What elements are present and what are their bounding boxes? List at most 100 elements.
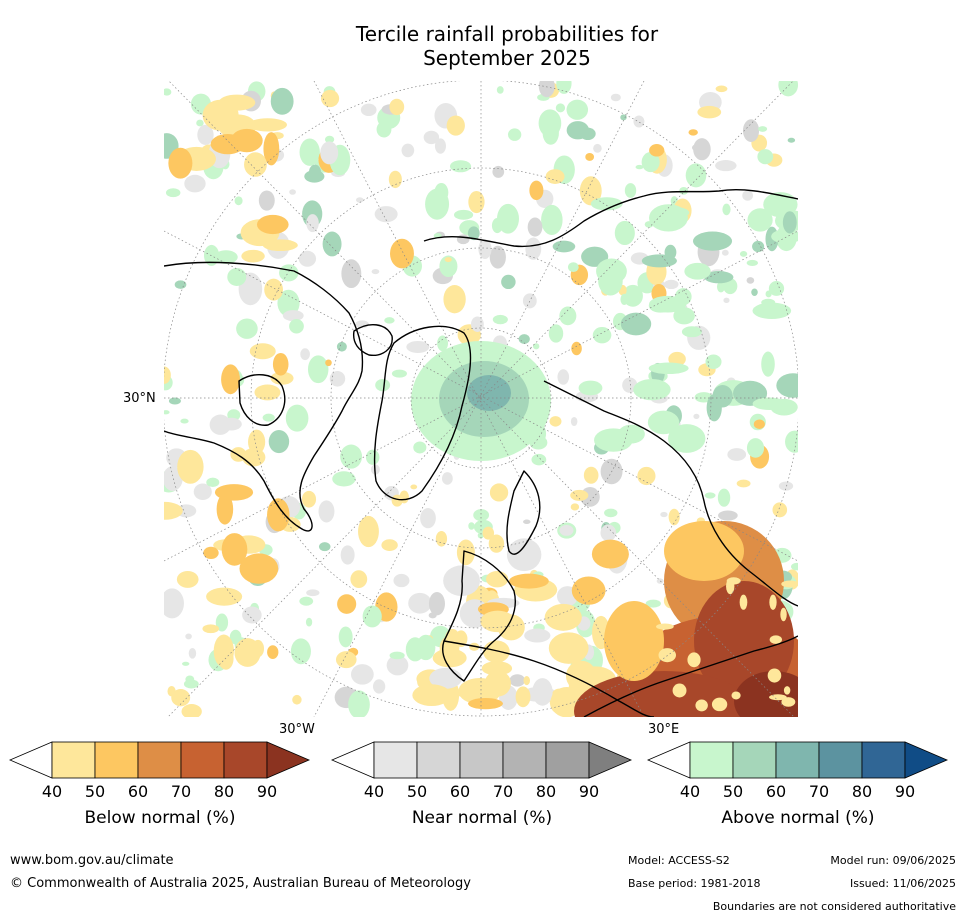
colorbar-segment [818, 741, 863, 779]
probability-patch [254, 384, 281, 401]
probability-patch [620, 312, 652, 336]
probability-patch [548, 632, 589, 664]
probability-patch [239, 553, 279, 584]
probability-patch [757, 149, 774, 165]
website-link[interactable]: www.bom.gov.au/climate [10, 853, 174, 868]
probability-patch [301, 490, 317, 508]
probability-patch [441, 472, 453, 485]
probability-patch [267, 498, 290, 532]
probability-patch [557, 369, 570, 385]
probability-patch [168, 147, 193, 179]
probability-patch [566, 121, 590, 140]
probability-patch [664, 521, 744, 581]
probability-patch [241, 249, 265, 263]
probability-patch [435, 530, 448, 547]
probability-patch [704, 271, 734, 284]
colorbar-tick-label: 60 [449, 782, 471, 801]
probability-patch [470, 316, 484, 332]
probability-patch [768, 281, 785, 296]
probability-patch [188, 647, 197, 659]
probability-patch [489, 483, 509, 502]
probability-patch [389, 651, 405, 660]
colorbar-extend-high [904, 741, 949, 779]
probability-patch [213, 634, 234, 668]
coastlines [164, 189, 798, 717]
probability-patch [742, 119, 760, 143]
probability-patch [752, 240, 765, 253]
probability-patch [468, 190, 485, 214]
probability-patch [591, 539, 629, 569]
probability-patch [318, 542, 331, 552]
probability-patch [381, 539, 398, 552]
probability-patch [767, 668, 782, 683]
colorbar-tick-label: 60 [765, 782, 787, 801]
probability-patch [405, 637, 425, 662]
colorbar-tick-label: 50 [84, 782, 106, 801]
probability-patch [335, 651, 357, 669]
probability-patch [567, 262, 579, 272]
probability-patch [578, 380, 603, 396]
probability-patch [309, 164, 321, 179]
probability-patch [763, 192, 798, 218]
probability-patch [413, 441, 427, 454]
probability-patch [181, 704, 202, 717]
probability-patch [742, 190, 754, 201]
probability-patch [620, 114, 627, 121]
probability-patch [292, 694, 302, 705]
probability-patch [340, 444, 363, 469]
probability-patch [272, 352, 289, 376]
probability-patch [716, 281, 725, 293]
probability-patch [234, 196, 243, 206]
model-run-text: Model run: 09/06/2025 [830, 854, 956, 867]
probability-patch [533, 343, 540, 350]
mediterranean-coast [443, 640, 655, 717]
probability-patch [538, 109, 562, 138]
probability-patch [761, 351, 775, 377]
probability-patch [782, 211, 797, 234]
colorbar-segment [180, 741, 225, 779]
probability-patch [321, 89, 340, 108]
probability-patch [285, 404, 309, 432]
europe-coast [442, 550, 516, 682]
probability-patch [489, 245, 506, 269]
probability-patch [443, 285, 466, 314]
probability-patch [544, 603, 582, 631]
probability-patch [270, 371, 294, 385]
probability-patch [478, 239, 492, 259]
probability-patch [579, 176, 602, 206]
probability-patch [234, 638, 261, 667]
probability-patch [620, 293, 629, 305]
probability-patch [305, 617, 313, 627]
probability-patch [298, 250, 317, 267]
probability-patch [456, 539, 475, 566]
probability-patch [434, 138, 446, 154]
probability-patch [299, 138, 320, 166]
probability-patch [769, 635, 783, 644]
probability-patch [221, 533, 248, 566]
colorbar-tick-label: 40 [41, 782, 63, 801]
probability-patch [522, 293, 537, 309]
probability-patch [221, 364, 240, 395]
colorbar-extend-high [588, 741, 633, 779]
probability-patch [229, 629, 242, 645]
probability-patch [506, 538, 542, 572]
probability-patch [751, 288, 758, 296]
probability-patch [480, 610, 515, 633]
colorbar-segment [416, 741, 461, 779]
probability-patch [270, 87, 294, 115]
colorbar-tick-label: 70 [808, 782, 830, 801]
legend-near-normal [330, 741, 633, 779]
probability-patch [548, 324, 564, 343]
probability-patch [428, 591, 445, 616]
probability-patch [473, 509, 490, 522]
probability-patch [532, 678, 553, 706]
colorbar-tick-label: 80 [213, 782, 235, 801]
probability-patch [673, 307, 695, 325]
probability-patch [483, 640, 510, 663]
probability-patch [570, 503, 580, 511]
probability-patch [492, 314, 508, 325]
probability-patch [365, 449, 380, 465]
probability-patch [180, 418, 189, 424]
probability-patch [538, 81, 555, 98]
probability-patch [408, 592, 432, 614]
